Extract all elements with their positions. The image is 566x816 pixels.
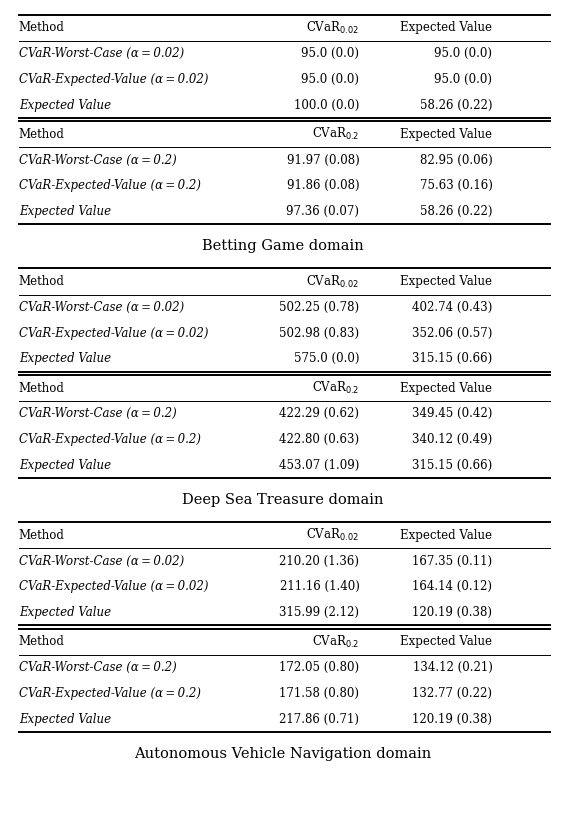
Text: CVaR-Worst-Case (α = 0.2): CVaR-Worst-Case (α = 0.2) <box>19 407 177 420</box>
Text: 349.45 (0.42): 349.45 (0.42) <box>412 407 492 420</box>
Text: CVaR-Worst-Case (α = 0.2): CVaR-Worst-Case (α = 0.2) <box>19 661 177 674</box>
Text: 340.12 (0.49): 340.12 (0.49) <box>412 433 492 446</box>
Text: 172.05 (0.80): 172.05 (0.80) <box>279 661 359 674</box>
Text: 422.29 (0.62): 422.29 (0.62) <box>280 407 359 420</box>
Text: CVaR-Expected-Value (α = 0.2): CVaR-Expected-Value (α = 0.2) <box>19 687 201 700</box>
Text: Expected Value: Expected Value <box>400 382 492 394</box>
Text: Method: Method <box>19 382 65 394</box>
Text: 211.16 (1.40): 211.16 (1.40) <box>280 580 359 593</box>
Text: 315.15 (0.66): 315.15 (0.66) <box>412 459 492 472</box>
Text: 95.0 (0.0): 95.0 (0.0) <box>302 47 359 60</box>
Text: CVaR$_{0.02}$: CVaR$_{0.02}$ <box>306 273 359 290</box>
Text: 58.26 (0.22): 58.26 (0.22) <box>420 205 492 218</box>
Text: Expected Value: Expected Value <box>400 21 492 34</box>
Text: 134.12 (0.21): 134.12 (0.21) <box>413 661 492 674</box>
Text: CVaR-Worst-Case (α = 0.02): CVaR-Worst-Case (α = 0.02) <box>19 301 184 314</box>
Text: 502.25 (0.78): 502.25 (0.78) <box>279 301 359 314</box>
Text: CVaR$_{0.2}$: CVaR$_{0.2}$ <box>312 634 359 650</box>
Text: Expected Value: Expected Value <box>19 99 111 112</box>
Text: Betting Game domain: Betting Game domain <box>202 239 364 254</box>
Text: Method: Method <box>19 21 65 34</box>
Text: 315.99 (2.12): 315.99 (2.12) <box>280 606 359 619</box>
Text: 502.98 (0.83): 502.98 (0.83) <box>279 326 359 339</box>
Text: 422.80 (0.63): 422.80 (0.63) <box>279 433 359 446</box>
Text: 164.14 (0.12): 164.14 (0.12) <box>413 580 492 593</box>
Text: 120.19 (0.38): 120.19 (0.38) <box>413 606 492 619</box>
Text: 132.77 (0.22): 132.77 (0.22) <box>413 687 492 700</box>
Text: 91.97 (0.08): 91.97 (0.08) <box>286 153 359 166</box>
Text: Expected Value: Expected Value <box>400 636 492 648</box>
Text: 100.0 (0.0): 100.0 (0.0) <box>294 99 359 112</box>
Text: 575.0 (0.0): 575.0 (0.0) <box>294 353 359 366</box>
Text: Expected Value: Expected Value <box>400 275 492 288</box>
Text: Method: Method <box>19 128 65 140</box>
Text: CVaR-Expected-Value (α = 0.02): CVaR-Expected-Value (α = 0.02) <box>19 580 208 593</box>
Text: CVaR$_{0.02}$: CVaR$_{0.02}$ <box>306 20 359 36</box>
Text: Method: Method <box>19 636 65 648</box>
Text: 210.20 (1.36): 210.20 (1.36) <box>280 555 359 568</box>
Text: 217.86 (0.71): 217.86 (0.71) <box>280 712 359 725</box>
Text: CVaR$_{0.2}$: CVaR$_{0.2}$ <box>312 380 359 396</box>
Text: 171.58 (0.80): 171.58 (0.80) <box>280 687 359 700</box>
Text: 315.15 (0.66): 315.15 (0.66) <box>412 353 492 366</box>
Text: Expected Value: Expected Value <box>19 606 111 619</box>
Text: CVaR-Expected-Value (α = 0.02): CVaR-Expected-Value (α = 0.02) <box>19 73 208 86</box>
Text: CVaR$_{0.02}$: CVaR$_{0.02}$ <box>306 527 359 543</box>
Text: 95.0 (0.0): 95.0 (0.0) <box>435 47 492 60</box>
Text: 95.0 (0.0): 95.0 (0.0) <box>435 73 492 86</box>
Text: CVaR-Worst-Case (α = 0.02): CVaR-Worst-Case (α = 0.02) <box>19 555 184 568</box>
Text: 167.35 (0.11): 167.35 (0.11) <box>412 555 492 568</box>
Text: CVaR-Expected-Value (α = 0.02): CVaR-Expected-Value (α = 0.02) <box>19 326 208 339</box>
Text: Expected Value: Expected Value <box>400 529 492 542</box>
Text: 97.36 (0.07): 97.36 (0.07) <box>286 205 359 218</box>
Text: 352.06 (0.57): 352.06 (0.57) <box>412 326 492 339</box>
Text: CVaR-Worst-Case (α = 0.02): CVaR-Worst-Case (α = 0.02) <box>19 47 184 60</box>
Text: Expected Value: Expected Value <box>400 128 492 140</box>
Text: 453.07 (1.09): 453.07 (1.09) <box>279 459 359 472</box>
Text: 58.26 (0.22): 58.26 (0.22) <box>420 99 492 112</box>
Text: 91.86 (0.08): 91.86 (0.08) <box>287 180 359 193</box>
Text: 75.63 (0.16): 75.63 (0.16) <box>419 180 492 193</box>
Text: Deep Sea Treasure domain: Deep Sea Treasure domain <box>182 493 384 508</box>
Text: CVaR-Expected-Value (α = 0.2): CVaR-Expected-Value (α = 0.2) <box>19 433 201 446</box>
Text: Autonomous Vehicle Navigation domain: Autonomous Vehicle Navigation domain <box>134 747 432 761</box>
Text: Expected Value: Expected Value <box>19 712 111 725</box>
Text: 402.74 (0.43): 402.74 (0.43) <box>412 301 492 314</box>
Text: Expected Value: Expected Value <box>19 459 111 472</box>
Text: 95.0 (0.0): 95.0 (0.0) <box>302 73 359 86</box>
Text: CVaR-Expected-Value (α = 0.2): CVaR-Expected-Value (α = 0.2) <box>19 180 201 193</box>
Text: Expected Value: Expected Value <box>19 353 111 366</box>
Text: CVaR-Worst-Case (α = 0.2): CVaR-Worst-Case (α = 0.2) <box>19 153 177 166</box>
Text: Method: Method <box>19 275 65 288</box>
Text: Expected Value: Expected Value <box>19 205 111 218</box>
Text: Method: Method <box>19 529 65 542</box>
Text: CVaR$_{0.2}$: CVaR$_{0.2}$ <box>312 126 359 142</box>
Text: 82.95 (0.06): 82.95 (0.06) <box>419 153 492 166</box>
Text: 120.19 (0.38): 120.19 (0.38) <box>413 712 492 725</box>
